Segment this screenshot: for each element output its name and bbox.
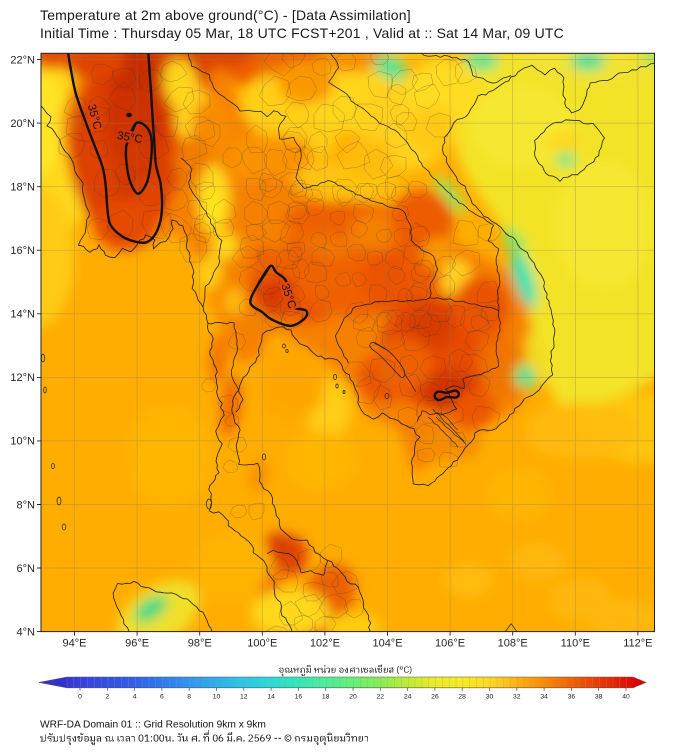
svg-text:14: 14 <box>267 693 275 700</box>
svg-text:22: 22 <box>377 693 385 700</box>
svg-text:8°N: 8°N <box>17 499 36 511</box>
svg-text:104°E: 104°E <box>372 638 402 650</box>
svg-text:12°N: 12°N <box>10 372 35 384</box>
svg-text:34: 34 <box>540 693 548 700</box>
svg-text:98°E: 98°E <box>188 638 212 650</box>
svg-text:40: 40 <box>622 693 630 700</box>
svg-text:32: 32 <box>513 693 521 700</box>
svg-text:WRF-DA Domain 01 :: Grid Resol: WRF-DA Domain 01 :: Grid Resolution 9km … <box>40 720 266 731</box>
svg-text:6°N: 6°N <box>17 563 36 575</box>
svg-text:26: 26 <box>431 693 439 700</box>
svg-text:14°N: 14°N <box>10 309 35 321</box>
svg-text:22°N: 22°N <box>10 54 35 66</box>
svg-text:35°C: 35°C <box>116 130 143 146</box>
svg-text:36: 36 <box>568 693 576 700</box>
svg-text:18°N: 18°N <box>10 182 35 194</box>
svg-text:16: 16 <box>295 693 303 700</box>
svg-text:16°N: 16°N <box>10 245 35 257</box>
svg-text:20°N: 20°N <box>10 118 35 130</box>
svg-text:28: 28 <box>458 693 466 700</box>
svg-text:38: 38 <box>595 693 603 700</box>
svg-text:4°N: 4°N <box>17 626 36 638</box>
svg-text:0: 0 <box>78 693 82 700</box>
svg-text:8: 8 <box>187 693 191 700</box>
svg-text:2: 2 <box>105 693 109 700</box>
svg-text:Initial Time : Thursday 05 Mar: Initial Time : Thursday 05 Mar, 18 UTC F… <box>40 25 564 41</box>
svg-text:106°E: 106°E <box>435 638 465 650</box>
svg-text:Temperature at 2m above ground: Temperature at 2m above ground(°C) - [Da… <box>40 7 411 23</box>
svg-text:108°E: 108°E <box>498 638 528 650</box>
svg-text:96°E: 96°E <box>125 638 149 650</box>
svg-text:24: 24 <box>404 693 412 700</box>
svg-text:10°N: 10°N <box>10 436 35 448</box>
svg-text:102°E: 102°E <box>310 638 340 650</box>
svg-text:30: 30 <box>486 693 494 700</box>
svg-text:12: 12 <box>240 693 248 700</box>
svg-text:112°E: 112°E <box>623 638 652 650</box>
svg-text:94°E: 94°E <box>63 638 87 650</box>
svg-text:18: 18 <box>322 693 330 700</box>
svg-text:20: 20 <box>349 693 357 700</box>
svg-text:6: 6 <box>160 693 164 700</box>
svg-text:10: 10 <box>213 693 221 700</box>
svg-text:100°E: 100°E <box>247 638 277 650</box>
svg-text:4: 4 <box>133 693 137 700</box>
svg-text:110°E: 110°E <box>561 638 590 650</box>
